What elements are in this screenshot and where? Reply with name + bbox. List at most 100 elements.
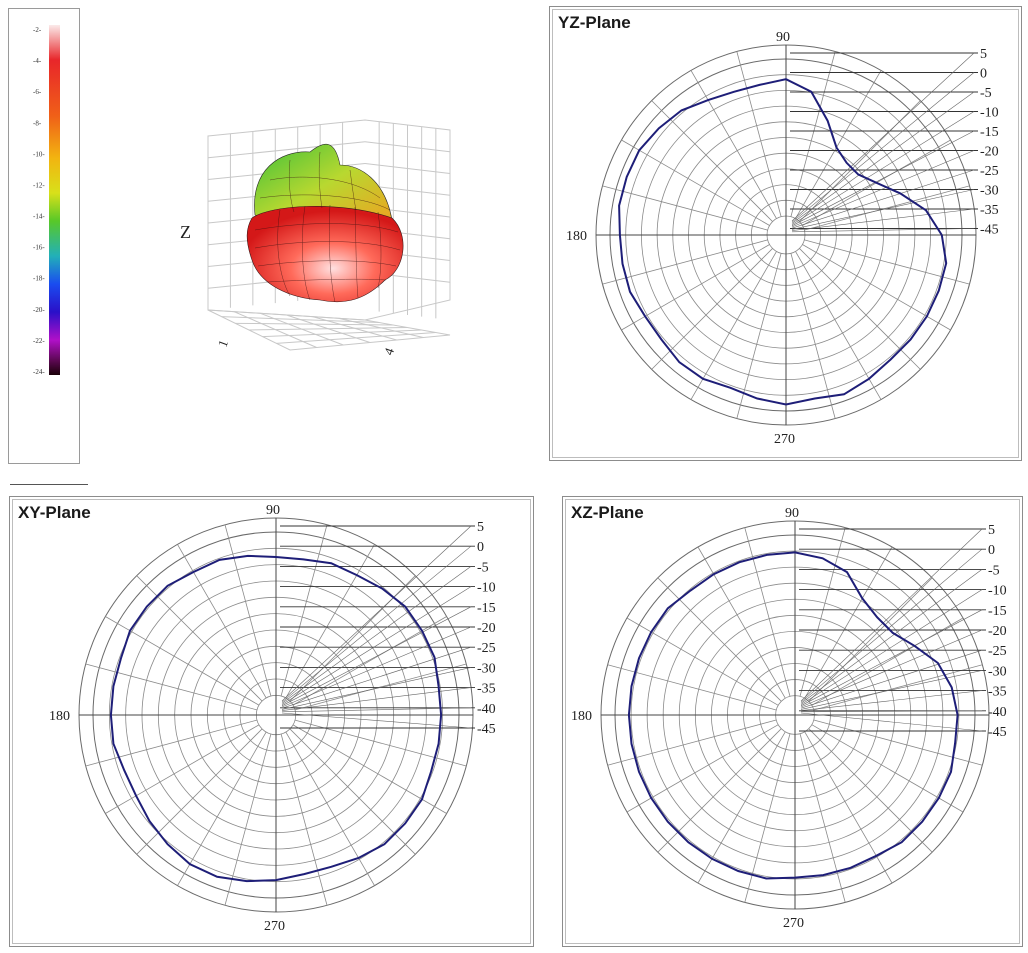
- colorbar-tick-label: -24-: [33, 368, 45, 376]
- polar-spoke: [626, 724, 779, 813]
- ring-label: -35: [988, 685, 1007, 700]
- ring-label: -5: [988, 563, 1000, 578]
- ring-label: 0: [477, 540, 484, 555]
- ring-label: -20: [988, 624, 1007, 639]
- pattern-curve: [627, 551, 959, 880]
- colorbar-tick-label: -14-: [33, 213, 45, 221]
- polar-spoke: [804, 185, 970, 231]
- ring-label-leader: [791, 228, 975, 233]
- ring-label-leader: [281, 626, 472, 708]
- ring-label-leader: [800, 629, 983, 708]
- ring-label: 5: [980, 47, 987, 62]
- ring-label: 0: [988, 543, 995, 558]
- ring-label: -40: [988, 705, 1007, 720]
- ring-label-leader: [800, 712, 983, 732]
- ring-label: 5: [988, 523, 995, 538]
- polar-spoke: [697, 546, 786, 699]
- polar-spoke: [294, 663, 467, 711]
- ring-label: -5: [980, 86, 992, 101]
- ring-label: -35: [980, 203, 999, 218]
- panel-title: XY-Plane: [18, 503, 91, 522]
- polar-spoke: [795, 70, 882, 219]
- colorbar-tick-label: -10-: [33, 150, 45, 158]
- angle-label-270: 270: [774, 432, 795, 447]
- ring-label-leader: [791, 130, 975, 227]
- polar-spoke: [690, 70, 777, 219]
- polar-spoke: [177, 731, 267, 886]
- ring-label-leader: [800, 670, 983, 710]
- ring-label: 0: [980, 67, 987, 82]
- ring-label-leader: [800, 528, 983, 702]
- ring-label-leader: [800, 710, 983, 713]
- ring-label-leader: [791, 150, 975, 228]
- angle-label-180: 180: [571, 709, 592, 724]
- ring-label: -10: [477, 581, 496, 596]
- colorbar-tick-label: -22-: [33, 337, 45, 345]
- pattern-curve: [109, 554, 443, 883]
- polar-spoke: [280, 733, 328, 906]
- ring-label-leader: [281, 586, 472, 705]
- polar-spoke: [224, 524, 272, 697]
- ring-label-leader: [281, 606, 472, 707]
- ring-label-leader: [791, 52, 975, 222]
- ring-label: -30: [477, 661, 496, 676]
- polar-spoke: [804, 546, 893, 699]
- polar-spoke: [621, 244, 770, 331]
- ring-label-leader: [281, 525, 472, 702]
- ring-label-leader: [281, 566, 472, 704]
- polar-spoke: [136, 728, 263, 855]
- polar-spoke: [105, 616, 260, 706]
- polar-spoke: [292, 724, 447, 814]
- ring-label: -45: [477, 722, 496, 737]
- ring-label: -45: [988, 725, 1007, 740]
- panel-title: YZ-Plane: [558, 13, 631, 32]
- polar-spoke: [626, 617, 779, 706]
- colorbar: -2- -4- -6- -8- -10- -12- -14- -16- -18- -20- -22-…: [33, 25, 60, 376]
- angle-label-180: 180: [49, 709, 70, 724]
- panel-title: XZ-Plane: [571, 503, 644, 522]
- angle-label-90: 90: [785, 506, 799, 521]
- ring-label-leader: [281, 707, 472, 713]
- ring-label: -25: [477, 641, 496, 656]
- ring-label: -20: [980, 145, 999, 160]
- polar-spoke: [744, 527, 791, 697]
- ring-label: -5: [477, 560, 489, 575]
- ring-label-leader: [791, 72, 975, 223]
- ring-label: -25: [988, 644, 1007, 659]
- polar-spoke: [602, 239, 768, 285]
- yz-polar-chart: 5 0 -5 -10 -15 -20 -25 -30 -35 -45 90 180 270: [566, 30, 999, 447]
- ring-label: -15: [980, 125, 999, 140]
- ring-label: -15: [988, 604, 1007, 619]
- colorbar-tick-label: -6-: [33, 88, 42, 96]
- polar-spoke: [651, 248, 773, 370]
- ring-label: -10: [980, 106, 999, 121]
- ring-label-leader: [800, 690, 983, 711]
- pattern-main-lobe: [246, 206, 404, 303]
- angle-label-90: 90: [776, 30, 790, 45]
- x-axis-label: 1: [215, 338, 231, 349]
- polar-spoke: [799, 733, 846, 903]
- xz-plane-panel: XZ-Plane 5 0 -5 -10 -15 -20 -25 -30 -35 -40 -45 90 1…: [562, 496, 1023, 947]
- polar-spoke: [285, 544, 375, 699]
- divider-line: [10, 484, 88, 485]
- ring-label-leader: [791, 169, 975, 229]
- ring-label-leader: [281, 646, 472, 709]
- angle-label-270: 270: [783, 916, 804, 931]
- ring-label: -10: [988, 584, 1007, 599]
- ring-label: -15: [477, 601, 496, 616]
- polar-spoke: [621, 139, 770, 226]
- polar-spoke: [105, 724, 260, 814]
- polar-spoke: [602, 185, 768, 231]
- ring-label: -25: [980, 164, 999, 179]
- ring-label: -30: [988, 664, 1007, 679]
- polar-spoke: [813, 719, 983, 766]
- colorbar-tick-label: -16-: [33, 244, 45, 252]
- ring-label-leader: [791, 189, 975, 230]
- ring-label-leader: [281, 545, 472, 703]
- ring-label-leader: [800, 649, 983, 709]
- polar-spoke: [85, 663, 258, 711]
- colorbar-panel: -2- -4- -6- -8- -10- -12- -14- -16- -18- -20- -22-…: [8, 8, 80, 464]
- colorbar-tick-label: -18-: [33, 275, 45, 283]
- polar-spoke: [811, 724, 964, 813]
- polar-spoke: [697, 731, 786, 884]
